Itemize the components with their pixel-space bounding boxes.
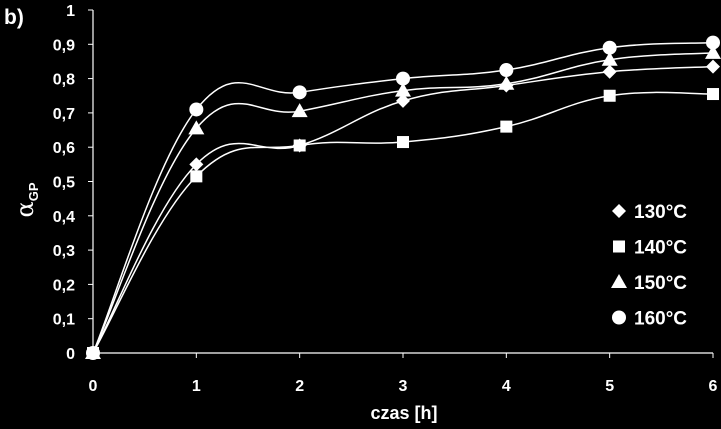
data-point-triangle (601, 51, 618, 66)
data-point-circle (189, 102, 204, 117)
legend: 130°C 140°C 150°C 160°C (611, 202, 687, 330)
y-tick-label: 0,2 (53, 277, 75, 294)
data-point-triangle (395, 82, 411, 97)
data-point-square (190, 170, 203, 183)
y-tick-label: 0,1 (53, 312, 75, 329)
data-point-circle (499, 63, 514, 78)
legend-marker-circle (612, 310, 626, 325)
data-point-diamond (396, 93, 410, 108)
y-tick-label: 0,8 (53, 72, 75, 89)
data-point-circle (396, 71, 410, 86)
x-tick-label: 4 (502, 378, 511, 395)
data-point-circle (602, 40, 617, 55)
y-tick-labels: 0 0,1 0,2 0,3 0,4 0,5 0,6 0,7 0,8 0,9 1 (53, 3, 75, 363)
axes (88, 9, 714, 358)
data-point-diamond (189, 157, 204, 172)
data-point-diamond (706, 59, 720, 74)
legend-label: 160°C (634, 309, 687, 330)
x-tick-label: 5 (605, 378, 614, 395)
data-point-square (397, 136, 409, 149)
y-tick-label: 0,9 (53, 37, 75, 54)
legend-marker-triangle (611, 274, 627, 288)
x-tick-label: 3 (399, 378, 408, 395)
panel-label: b) (4, 6, 24, 29)
data-point-diamond (602, 64, 617, 79)
data-markers (85, 35, 721, 360)
legend-marker-square (613, 240, 625, 253)
x-tick-labels: 0 1 2 3 4 5 6 (89, 378, 718, 395)
data-point-square (707, 88, 719, 101)
legend-label: 140°C (634, 238, 687, 259)
legend-label: 150°C (634, 273, 687, 294)
y-tick-label: 0,3 (53, 243, 75, 260)
data-point-circle (86, 346, 100, 360)
y-axis-title: αGP (11, 182, 41, 217)
y-tick-label: 1 (66, 3, 75, 20)
legend-marker-diamond (612, 204, 626, 218)
data-point-square (603, 89, 616, 102)
x-axis-title: czas [h] (370, 403, 437, 423)
y-tick-label: 0,7 (53, 106, 75, 123)
x-tick-label: 6 (709, 378, 718, 395)
x-tick-label: 2 (295, 378, 304, 395)
data-point-circle (292, 85, 307, 100)
data-point-square (500, 120, 513, 133)
data-point-square (293, 139, 306, 152)
data-point-triangle (291, 103, 308, 118)
data-point-triangle (705, 44, 721, 59)
y-tick-label: 0,6 (53, 140, 75, 157)
y-tick-label: 0,5 (53, 175, 75, 192)
y-tick-label: 0 (66, 346, 75, 363)
data-point-triangle (188, 120, 205, 135)
data-point-triangle (498, 75, 515, 90)
x-tick-label: 1 (192, 378, 201, 395)
legend-label: 130°C (634, 202, 687, 223)
y-tick-label: 0,4 (53, 209, 75, 226)
x-tick-label: 0 (89, 378, 98, 395)
data-point-circle (706, 35, 720, 50)
